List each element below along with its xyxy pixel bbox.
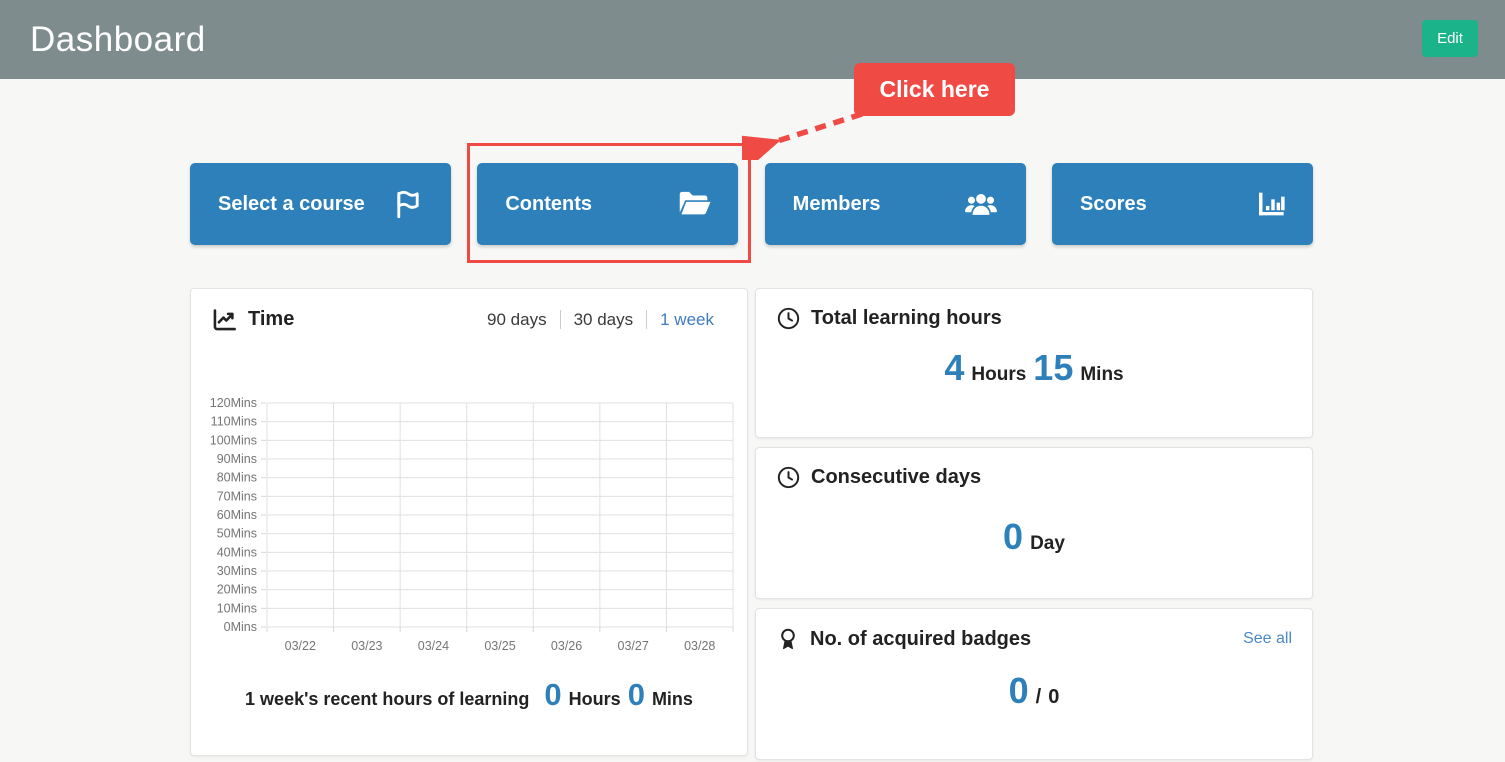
consecutive-days-unit: Day xyxy=(1030,533,1065,554)
members-label: Members xyxy=(792,192,881,215)
total-learning-hours-header: Total learning hours xyxy=(756,289,1312,331)
tab-separator xyxy=(646,310,648,329)
nav-button-row: Select a course Contents Members xyxy=(190,143,1313,263)
contents-button-wrap: Contents xyxy=(467,143,752,263)
svg-text:80Mins: 80Mins xyxy=(217,471,257,485)
svg-text:110Mins: 110Mins xyxy=(211,415,257,429)
tab-30-days[interactable]: 30 days xyxy=(573,309,634,329)
time-chart: 0Mins 10Mins 20Mins 30Mins 40Mins 50Mins 60Min… xyxy=(191,385,747,662)
click-here-callout: Click here xyxy=(854,63,1015,116)
header-bar: Dashboard Edit xyxy=(0,0,1505,79)
total-mins-unit: Mins xyxy=(1080,364,1124,385)
svg-text:10Mins: 10Mins xyxy=(217,601,257,615)
time-panel-header: Time 90 days 30 days 1 week xyxy=(191,289,747,333)
svg-text:100Mins: 100Mins xyxy=(210,433,257,447)
badges-card: No. of acquired badges See all 0 / 0 xyxy=(755,608,1313,760)
badges-header: No. of acquired badges See all xyxy=(756,609,1312,652)
summary-hours-unit: Hours xyxy=(568,689,621,709)
svg-text:03/26: 03/26 xyxy=(551,639,582,653)
stats-column: Total learning hours 4 Hours 15 Mins Con… xyxy=(755,288,1313,760)
svg-text:70Mins: 70Mins xyxy=(217,489,257,503)
summary-mins-unit: Mins xyxy=(651,689,693,709)
consecutive-days-number: 0 xyxy=(1003,516,1024,557)
total-hours-number: 4 xyxy=(944,347,965,388)
scores-button[interactable]: Scores xyxy=(1051,163,1313,245)
total-learning-hours-title: Total learning hours xyxy=(811,307,1002,329)
svg-text:20Mins: 20Mins xyxy=(217,583,257,597)
total-hours-unit: Hours xyxy=(971,364,1027,385)
svg-text:50Mins: 50Mins xyxy=(217,527,257,541)
time-summary-label: 1 week's recent hours of learning xyxy=(245,689,530,709)
dashed-arrow-annotation xyxy=(742,111,863,160)
clock-icon xyxy=(776,306,801,331)
folder-open-icon xyxy=(676,186,712,222)
svg-text:03/25: 03/25 xyxy=(484,639,515,653)
flag-icon xyxy=(391,187,425,221)
svg-text:03/22: 03/22 xyxy=(285,639,316,653)
time-panel-title: Time xyxy=(248,308,295,330)
time-panel: Time 90 days 30 days 1 week 0Mins 10Mins 2… xyxy=(190,288,748,756)
consecutive-days-title: Consecutive days xyxy=(811,466,982,488)
clock-icon xyxy=(776,465,801,490)
callout-label: Click here xyxy=(879,76,990,102)
chart-line-icon xyxy=(211,306,238,333)
svg-text:40Mins: 40Mins xyxy=(217,545,257,559)
consecutive-days-value: 0 Day xyxy=(756,516,1312,558)
select-a-course-button[interactable]: Select a course xyxy=(190,163,451,245)
svg-text:03/28: 03/28 xyxy=(684,639,715,653)
chart-column-icon xyxy=(1255,188,1287,220)
consecutive-days-card: Consecutive days 0 Day xyxy=(755,447,1313,599)
summary-hours-value: 0 xyxy=(544,677,562,712)
badges-title: No. of acquired badges xyxy=(810,627,1032,650)
svg-text:03/27: 03/27 xyxy=(618,639,649,653)
badges-acquired-number: 0 xyxy=(1008,670,1029,711)
edit-button[interactable]: Edit xyxy=(1422,20,1478,57)
summary-mins-value: 0 xyxy=(627,677,645,712)
badges-total-number: 0 xyxy=(1048,686,1060,708)
time-chart-svg: 0Mins 10Mins 20Mins 30Mins 40Mins 50Mins 60Min… xyxy=(210,396,734,653)
scores-label: Scores xyxy=(1079,192,1147,215)
badge-icon xyxy=(776,626,800,652)
tab-90-days[interactable]: 90 days xyxy=(487,309,547,329)
svg-text:60Mins: 60Mins xyxy=(217,508,257,522)
svg-text:0Mins: 0Mins xyxy=(224,620,257,634)
tab-1-week[interactable]: 1 week xyxy=(660,309,714,329)
range-tabs: 90 days 30 days 1 week xyxy=(474,310,727,330)
svg-text:03/23: 03/23 xyxy=(351,639,382,653)
time-summary: 1 week's recent hours of learning 0 Hour… xyxy=(191,677,747,713)
users-icon xyxy=(962,187,1000,221)
contents-button[interactable]: Contents xyxy=(477,163,739,245)
main-panels: Time 90 days 30 days 1 week 0Mins 10Mins 2… xyxy=(190,288,1313,760)
svg-text:30Mins: 30Mins xyxy=(217,564,257,578)
total-mins-number: 15 xyxy=(1033,347,1074,388)
see-all-link[interactable]: See all xyxy=(1243,630,1292,647)
consecutive-days-header: Consecutive days xyxy=(756,448,1312,490)
select-a-course-label: Select a course xyxy=(218,192,365,215)
total-learning-hours-card: Total learning hours 4 Hours 15 Mins xyxy=(755,288,1313,438)
contents-label: Contents xyxy=(505,192,592,215)
badges-value: 0 / 0 xyxy=(756,670,1312,712)
total-learning-hours-value: 4 Hours 15 Mins xyxy=(756,347,1312,389)
svg-text:120Mins: 120Mins xyxy=(210,396,257,410)
members-button[interactable]: Members xyxy=(764,163,1026,245)
page-title: Dashboard xyxy=(30,19,206,59)
svg-text:03/24: 03/24 xyxy=(418,639,449,653)
badges-separator: / xyxy=(1035,686,1042,708)
tab-separator xyxy=(559,310,561,329)
svg-text:90Mins: 90Mins xyxy=(217,452,257,466)
